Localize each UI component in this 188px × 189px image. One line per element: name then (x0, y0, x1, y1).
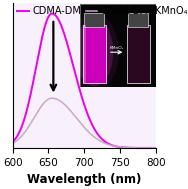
X-axis label: Wavelength (nm): Wavelength (nm) (27, 173, 141, 186)
CDMA-DM (157, 147, 160, 149)
CDMA-DA+KMnO₄ (83, 126, 85, 128)
CDMA-DM (8, 144, 10, 146)
CDMA-DM (129, 147, 131, 149)
CDMA-DM (16, 136, 18, 138)
CDMA-DA+KMnO₄ (162, 147, 164, 149)
Line: CDMA-DM: CDMA-DM (9, 14, 163, 148)
CDMA-DA+KMnO₄ (51, 97, 53, 99)
CDMA-DM (157, 147, 159, 149)
CDMA-DM (162, 147, 164, 149)
CDMA-DA+KMnO₄ (157, 147, 160, 149)
CDMA-DA+KMnO₄ (157, 147, 159, 149)
CDMA-DA+KMnO₄ (8, 144, 10, 146)
Line: CDMA-DA+KMnO₄: CDMA-DA+KMnO₄ (9, 98, 163, 148)
CDMA-DA+KMnO₄ (129, 146, 131, 149)
Legend: CDMA-DM, CDMA-DA+KMnO₄: CDMA-DM, CDMA-DA+KMnO₄ (17, 6, 188, 16)
CDMA-DA+KMnO₄ (16, 139, 18, 142)
CDMA-DM (83, 102, 85, 105)
CDMA-DM (51, 12, 53, 15)
CDMA-DA+KMnO₄ (79, 121, 81, 123)
CDMA-DM (79, 89, 81, 91)
